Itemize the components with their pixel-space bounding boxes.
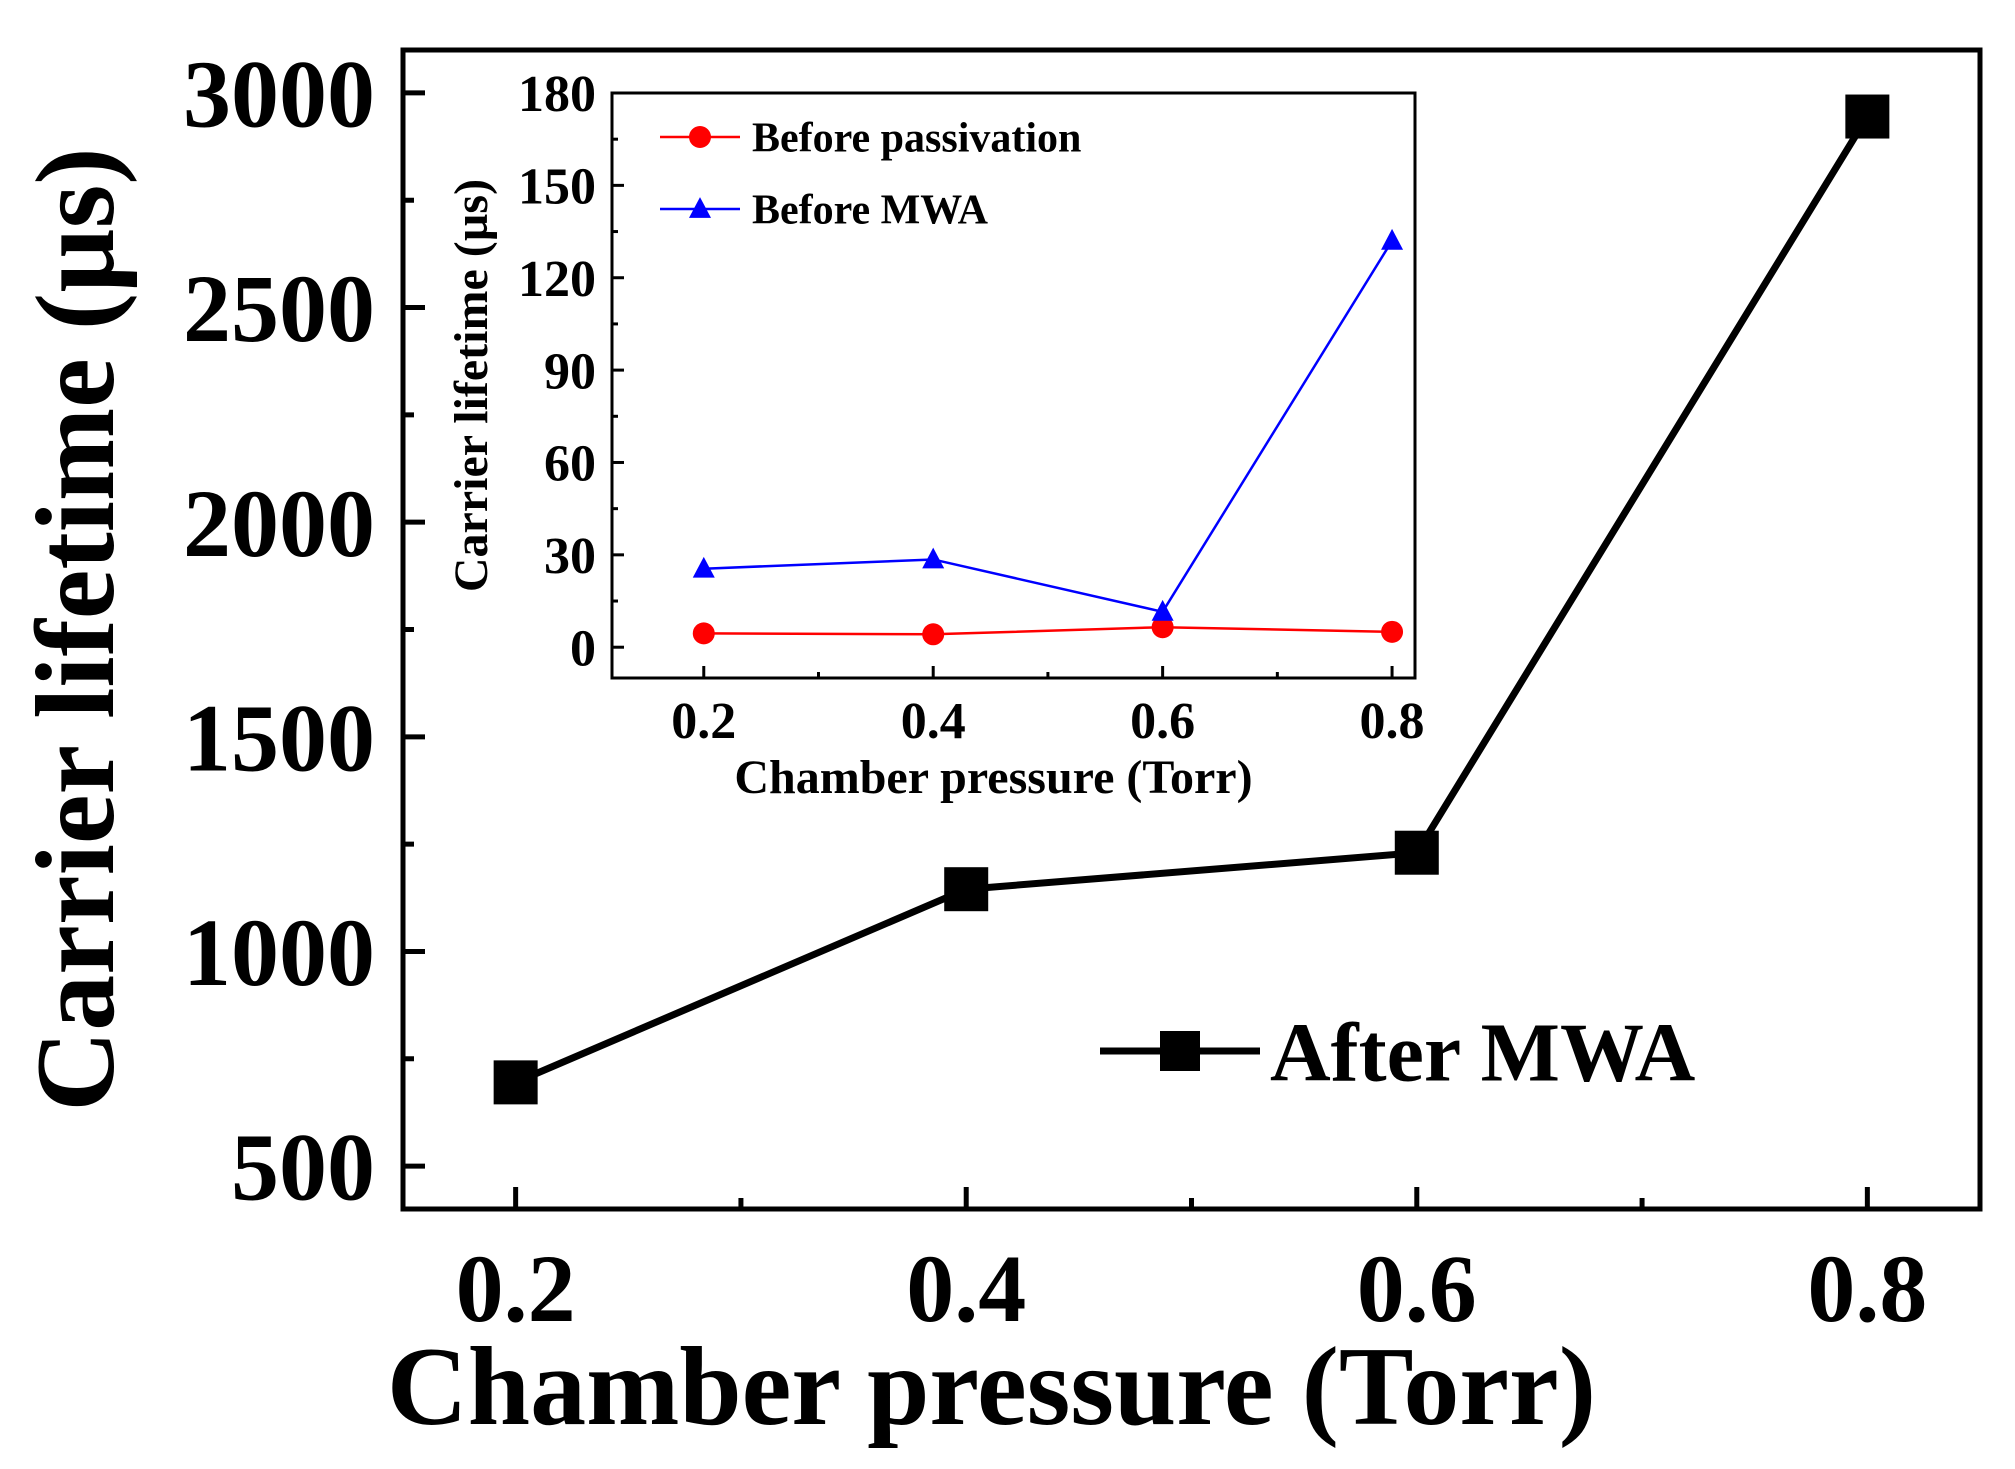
- y-axis-title: Carrier lifetime (µs): [14, 147, 138, 1111]
- legend-label: After MWA: [1270, 1006, 1696, 1099]
- legend-marker: [1160, 1031, 1200, 1071]
- y-tick-label: 90: [544, 343, 596, 400]
- y-tick-label: 1500: [183, 684, 375, 791]
- inset-chart: 0.2 0.4 0.6 0.8 0 30 60 90 120 150 180 Chamber pres…: [445, 66, 1425, 804]
- legend: After MWA: [1100, 1006, 1696, 1099]
- y-tick-label: 60: [544, 436, 596, 493]
- legend-label: Before MWA: [752, 188, 989, 234]
- data-point: [1394, 830, 1439, 875]
- y-tick-label: 1000: [183, 899, 375, 1006]
- x-tick-label: 0.8: [1807, 1235, 1927, 1342]
- x-tick-label: 0.2: [671, 693, 736, 750]
- x-tick-label: 0.6: [1130, 693, 1195, 750]
- y-tick-label: 0: [570, 620, 596, 677]
- data-point: [1151, 599, 1174, 621]
- inset-plot-frame: [610, 91, 1417, 680]
- data-point: [922, 623, 945, 646]
- data-point: [1845, 94, 1890, 139]
- legend-marker: [689, 126, 711, 148]
- data-point: [1381, 620, 1404, 643]
- x-tick-label: 0.4: [906, 1235, 1026, 1342]
- x-tick-label: 0.8: [1360, 693, 1425, 750]
- data-point: [493, 1060, 538, 1105]
- data-point: [1381, 228, 1404, 250]
- y-axis-title: Carrier lifetime (µs): [445, 179, 498, 592]
- x-tick-label: 0.4: [901, 693, 966, 750]
- y-tick-label: 3000: [183, 41, 375, 148]
- y-tick-label: 2000: [183, 470, 375, 577]
- legend-label: Before passivation: [752, 116, 1081, 162]
- x-tick-label: 0.2: [456, 1235, 576, 1342]
- y-tick-label: 30: [544, 528, 596, 585]
- x-tick-label: 0.6: [1357, 1235, 1477, 1342]
- inset-legend: Before passivation Before MWA: [660, 116, 1081, 234]
- y-tick-label: 180: [518, 66, 596, 123]
- y-tick-label: 120: [518, 251, 596, 308]
- main-chart: 0.2 0.4 0.6 0.850010001500200025003000Chamb…: [14, 41, 1983, 1449]
- y-tick-label: 150: [518, 159, 596, 216]
- data-point: [692, 556, 715, 578]
- series-line-0: [703, 625, 1393, 636]
- legend-marker: [689, 197, 711, 218]
- data-point: [1151, 616, 1174, 639]
- series-line-0: [514, 114, 1871, 1086]
- x-axis-title: Chamber pressure (Torr): [387, 1325, 1596, 1449]
- y-tick-label: 500: [231, 1114, 375, 1221]
- x-axis-title: Chamber pressure (Torr): [734, 751, 1252, 804]
- data-point: [922, 547, 945, 569]
- series-line-1: [703, 240, 1394, 614]
- y-tick-label: 2500: [183, 255, 375, 362]
- data-point: [944, 867, 989, 912]
- data-point: [692, 622, 715, 645]
